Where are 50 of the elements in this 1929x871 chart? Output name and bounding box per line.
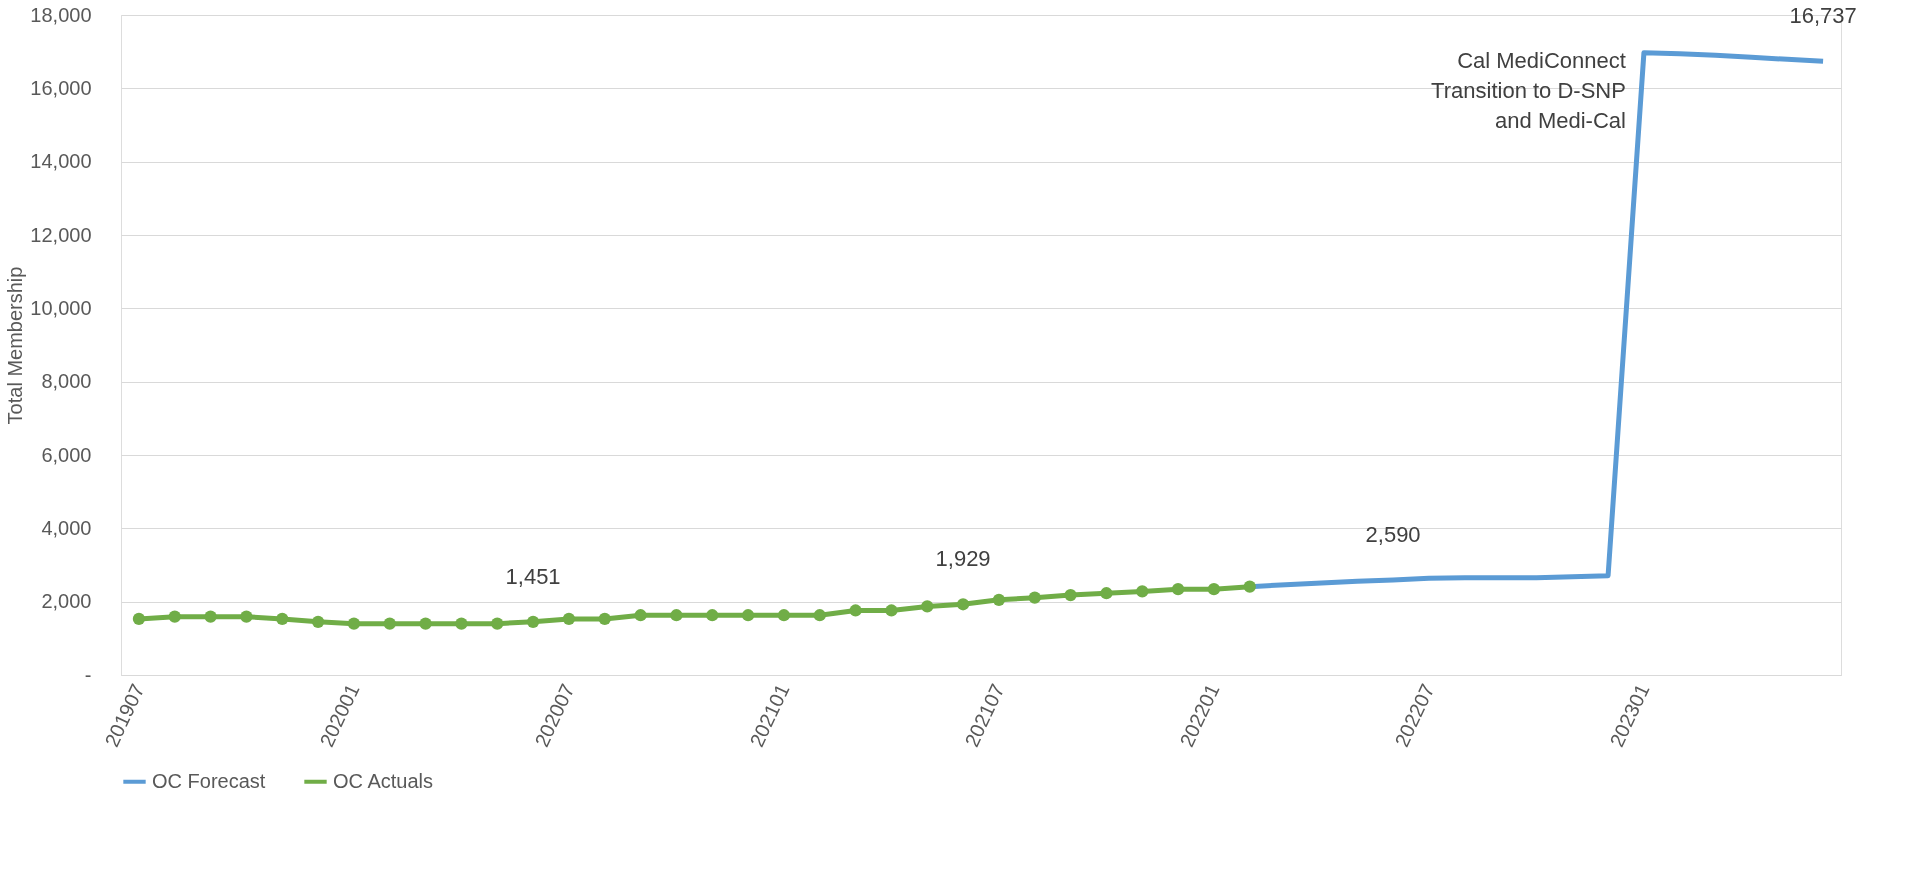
point (383, 617, 396, 630)
point (992, 593, 1006, 606)
point (1100, 587, 1113, 600)
point (204, 610, 217, 623)
point (1243, 580, 1256, 593)
y-tick-label: 4,000 (41, 516, 92, 539)
annotation: Cal MediConnect Transition to D-SNP and Medi-Cal (1431, 47, 1626, 133)
point (1207, 583, 1221, 596)
y-tick-label: 14,000 (30, 150, 92, 173)
point (455, 617, 468, 630)
data-label: 1,451 (505, 563, 561, 589)
point (168, 610, 181, 623)
point (921, 600, 934, 613)
point (598, 612, 611, 626)
point (813, 609, 826, 622)
point (1171, 583, 1185, 596)
legend-label: OC Actuals (333, 769, 434, 792)
point (670, 609, 683, 622)
point (526, 615, 540, 628)
y-tick-label: 16,000 (30, 76, 92, 99)
legend-label: OC Forecast (152, 769, 266, 792)
point (706, 609, 719, 622)
point (956, 598, 970, 611)
point (347, 617, 361, 630)
point (777, 609, 791, 622)
point (240, 610, 253, 623)
y-tick-label: 10,000 (30, 296, 92, 319)
y-axis-title: Total Membership (4, 266, 27, 425)
point (491, 617, 504, 630)
y-tick-label: 2,000 (41, 590, 92, 613)
y-tick-label: 8,000 (41, 370, 92, 393)
point (562, 612, 576, 626)
point (276, 612, 289, 626)
point (1136, 585, 1149, 598)
data-label: 2,590 (1365, 522, 1421, 548)
point (849, 604, 862, 617)
y-tick-label: 12,000 (30, 223, 92, 246)
data-label: 16,737 (1789, 3, 1857, 29)
point (1064, 588, 1077, 602)
point (741, 609, 755, 622)
point (634, 609, 647, 622)
point (132, 612, 146, 626)
point (311, 615, 325, 628)
data-label: 1,929 (935, 546, 991, 572)
y-tick-label: 6,000 (41, 443, 92, 466)
y-tick-label: 18,000 (30, 3, 92, 26)
point (1028, 591, 1041, 604)
point (885, 604, 898, 617)
y-tick-label: - (84, 663, 92, 686)
point (419, 617, 432, 630)
